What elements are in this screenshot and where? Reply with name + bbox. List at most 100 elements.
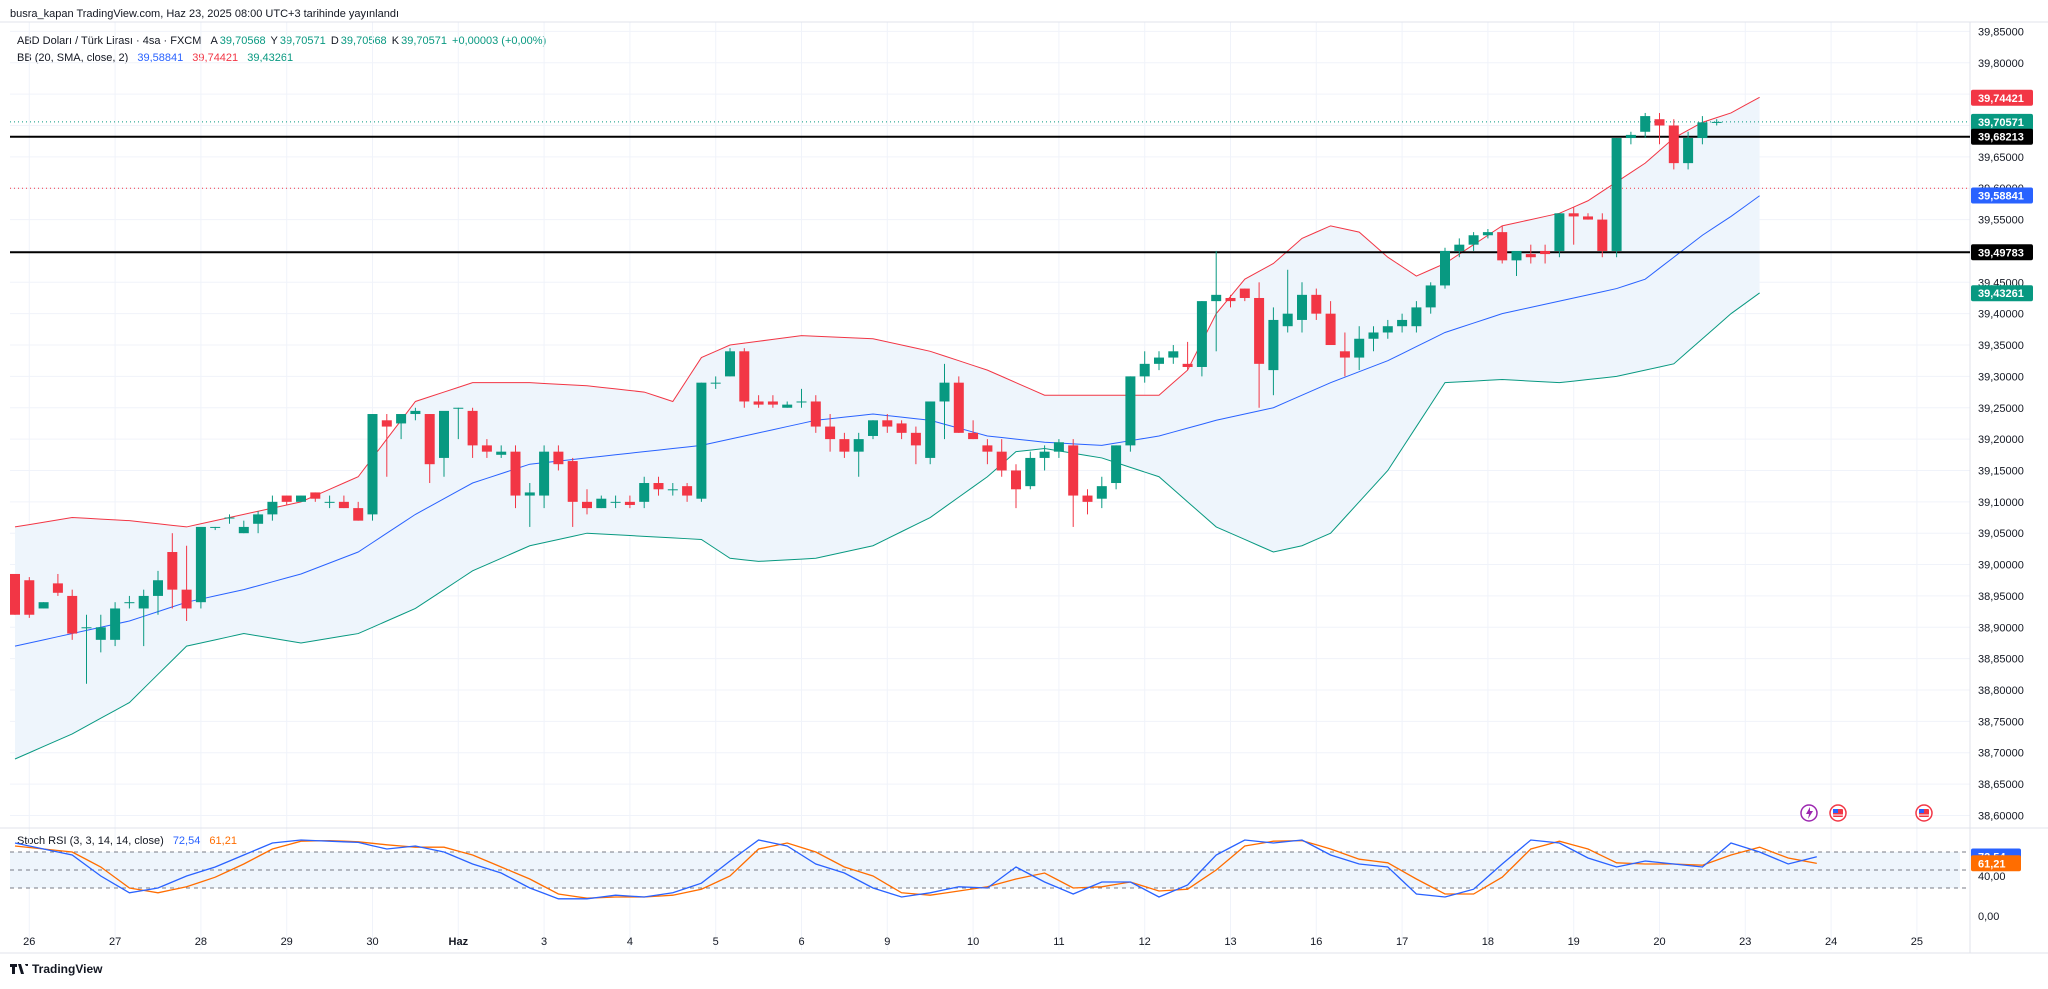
candle-body — [1053, 442, 1064, 452]
ohlc-open-label: A — [210, 35, 218, 47]
stoch-rsi-legend[interactable]: Stoch RSI (3, 3, 14, 14, close) 72,54 61… — [17, 835, 239, 847]
candle-body — [324, 501, 335, 503]
candle-body — [1568, 213, 1579, 217]
candle-body — [653, 483, 664, 490]
candle-body — [439, 410, 449, 458]
candle-body — [1511, 250, 1522, 261]
bb-lower-value: 39,43261 — [247, 52, 294, 64]
candle-body — [1068, 445, 1079, 496]
candle-body — [1554, 213, 1565, 251]
candle-body — [524, 492, 535, 496]
price-axis-tick-label: 38,95000 — [1978, 591, 2024, 603]
ohlc-open-value: 39,70568 — [219, 35, 266, 47]
candle-body — [110, 608, 121, 640]
candle-body — [1711, 121, 1722, 123]
candle-body — [238, 526, 249, 534]
candle-body — [1039, 451, 1050, 458]
candle-body — [281, 495, 292, 502]
candle-body — [353, 508, 364, 521]
candle-body — [1354, 338, 1365, 358]
ohlc-high-label: Y — [270, 35, 278, 47]
candle-body — [1325, 313, 1336, 346]
candle-body — [982, 445, 993, 452]
time-axis-label: 10 — [967, 936, 979, 948]
stoch-rsi-label: Stoch RSI (3, 3, 14, 14, close) — [17, 835, 164, 847]
candle-body — [767, 401, 778, 405]
price-axis-tick-label: 38,70000 — [1978, 748, 2024, 760]
candle-body — [1211, 294, 1222, 302]
tradingview-logo[interactable]: TradingView — [10, 962, 102, 976]
price-axis-tick-label: 39,05000 — [1978, 528, 2024, 540]
candle-body — [610, 501, 621, 503]
candle-body — [367, 414, 378, 515]
candle-body — [481, 445, 492, 452]
price-axis-tick-label: 39,15000 — [1978, 465, 2024, 477]
price-axis-tick-label: 38,65000 — [1978, 779, 2024, 791]
candle-body — [539, 451, 550, 496]
candle-body — [410, 410, 421, 415]
candle-body — [396, 414, 407, 424]
candle-body — [925, 401, 936, 458]
candle-body — [1382, 326, 1393, 333]
candle-body — [1168, 351, 1179, 358]
time-axis-label: 11 — [1053, 936, 1064, 948]
candle-body — [1454, 244, 1465, 251]
candle-body — [195, 526, 206, 603]
candle-body — [1082, 495, 1093, 502]
price-axis-tick-label: 39,30000 — [1978, 371, 2024, 383]
candle-body — [467, 410, 478, 446]
stoch-rsi-axis-tick: 0,00 — [1978, 911, 1999, 923]
candle-body — [1268, 319, 1279, 371]
ohlc-change: +0,00003 (+0,00%) — [452, 35, 547, 47]
candle-body — [1597, 219, 1608, 251]
price-axis-tick-label: 38,80000 — [1978, 685, 2024, 697]
candle-body — [567, 461, 578, 502]
price-label-text: 39,68213 — [1978, 132, 2024, 144]
candle-body — [1182, 363, 1193, 367]
price-axis-tick-label: 39,10000 — [1978, 497, 2024, 509]
candle-body — [52, 583, 63, 593]
price-label-text: 39,49783 — [1978, 247, 2024, 259]
candle-body — [1282, 313, 1293, 327]
time-axis-label: 6 — [798, 936, 804, 948]
time-axis-label: 4 — [627, 936, 633, 948]
candle-body — [1225, 297, 1236, 302]
price-label-text: 39,74421 — [1978, 93, 2024, 105]
bb-upper-value: 39,74421 — [192, 52, 239, 64]
time-axis-label: 13 — [1224, 936, 1236, 948]
stoch-rsi-k-value: 72,54 — [172, 835, 201, 847]
candle-body — [1697, 122, 1708, 139]
candle-body — [1397, 319, 1408, 327]
candle-body — [667, 489, 678, 491]
stoch-rsi-d-value: 61,21 — [209, 835, 237, 847]
candle-body — [453, 407, 464, 409]
price-label-text: 39,70571 — [1978, 117, 2024, 129]
candle-body — [24, 580, 35, 615]
price-label-box — [1971, 89, 2033, 106]
bb-legend[interactable]: BB (20, SMA, close, 2) 39,58841 39,74421… — [17, 52, 295, 64]
price-axis-tick-label: 38,75000 — [1978, 716, 2024, 728]
candle-body — [1540, 250, 1551, 255]
candle-body — [624, 501, 635, 505]
candle-body — [1025, 457, 1036, 487]
candle-body — [81, 627, 92, 629]
price-label-box — [1971, 187, 2033, 204]
price-label-box — [1971, 244, 2033, 261]
candle-body — [1583, 216, 1593, 220]
candle-body — [153, 580, 163, 596]
candle-body — [424, 414, 435, 465]
candle-body — [839, 439, 850, 452]
candle-body — [596, 498, 607, 509]
time-axis-label: 26 — [23, 936, 35, 948]
candle-body — [882, 420, 893, 427]
candle-body — [1497, 232, 1508, 261]
time-axis-label: 20 — [1653, 936, 1665, 948]
symbol-name: ABD Doları / Türk Lirası · 4sa · FXCM — [17, 35, 202, 47]
candle-body — [996, 451, 1007, 471]
stoch-rsi-value-box — [1971, 855, 2021, 872]
candle-body — [696, 382, 707, 499]
candle-body — [582, 501, 592, 509]
bollinger-lower-line — [14, 292, 1760, 760]
